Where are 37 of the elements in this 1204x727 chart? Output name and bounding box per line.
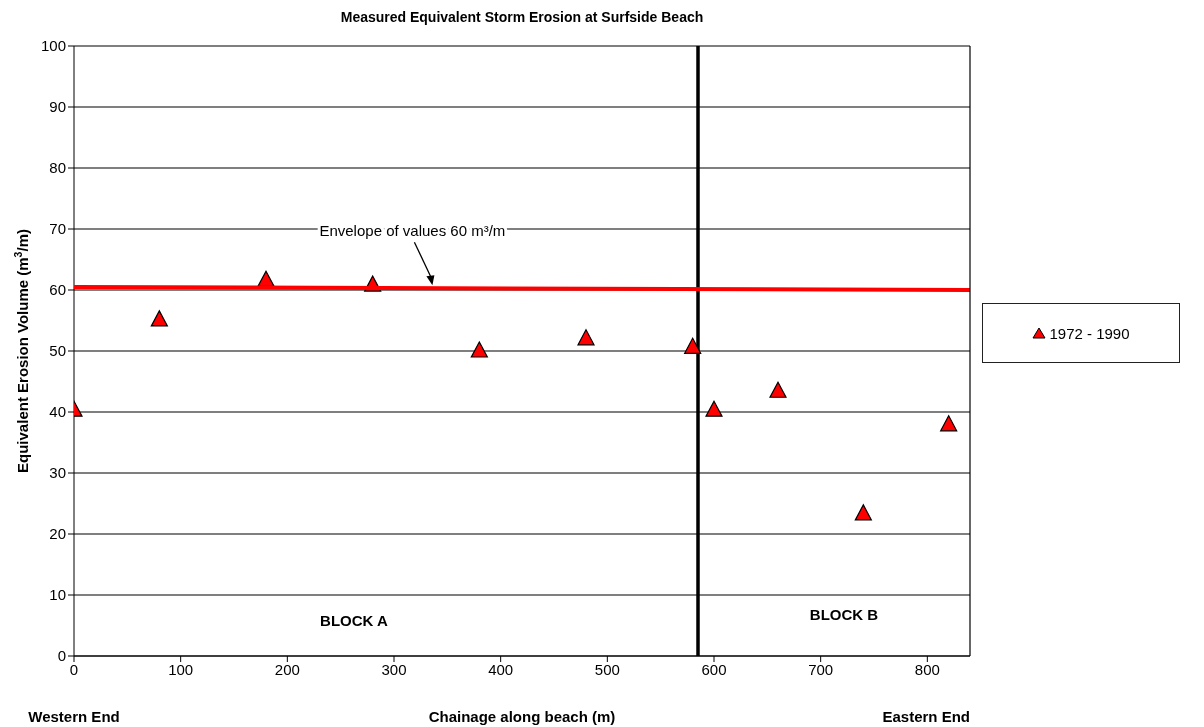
point: [854, 504, 872, 521]
y-tick-label: 60: [49, 281, 66, 299]
x-tick-label: 200: [274, 660, 300, 678]
point: [769, 381, 787, 398]
y-tick-label: 70: [49, 220, 66, 238]
y-tick-label: 80: [49, 159, 66, 177]
x-tick-label: 500: [594, 660, 620, 678]
x-tick-label: 700: [808, 660, 834, 678]
y-tick-label: 40: [49, 403, 66, 421]
point: [577, 329, 595, 346]
x-tick-label: 800: [914, 660, 940, 678]
text: Western End: [28, 708, 120, 725]
x-axis-title: Chainage along beach (m): [428, 708, 616, 725]
x-tick-label: 300: [381, 660, 407, 678]
annotation: BLOCK A: [320, 612, 389, 629]
point: [684, 337, 702, 354]
annotation: Envelope of values 60 m³/m: [319, 222, 506, 240]
point: [940, 415, 958, 432]
x-tick-label: 100: [168, 660, 194, 678]
y-tick-label: 50: [49, 342, 66, 360]
annotation: BLOCK B: [809, 606, 879, 623]
legend-label: 1972 - 1990: [1049, 324, 1130, 342]
y-tick-label: 0: [57, 647, 66, 665]
y-tick-label: 100: [40, 37, 66, 55]
y-tick-label: 20: [49, 525, 66, 543]
point: [705, 400, 723, 417]
point: [470, 341, 488, 358]
chart-title: Measured Equivalent Storm Erosion at Surfside Beach: [340, 9, 704, 25]
y-tick-label: 90: [49, 98, 66, 116]
x-tick-label: 600: [701, 660, 727, 678]
text: Eastern End: [882, 708, 970, 725]
x-tick-label: 0: [69, 660, 79, 678]
point: [150, 310, 168, 327]
y-tick-label: 10: [49, 586, 66, 604]
x-tick-label: 400: [488, 660, 514, 678]
point: [257, 270, 275, 287]
y-tick-label: 30: [49, 464, 66, 482]
